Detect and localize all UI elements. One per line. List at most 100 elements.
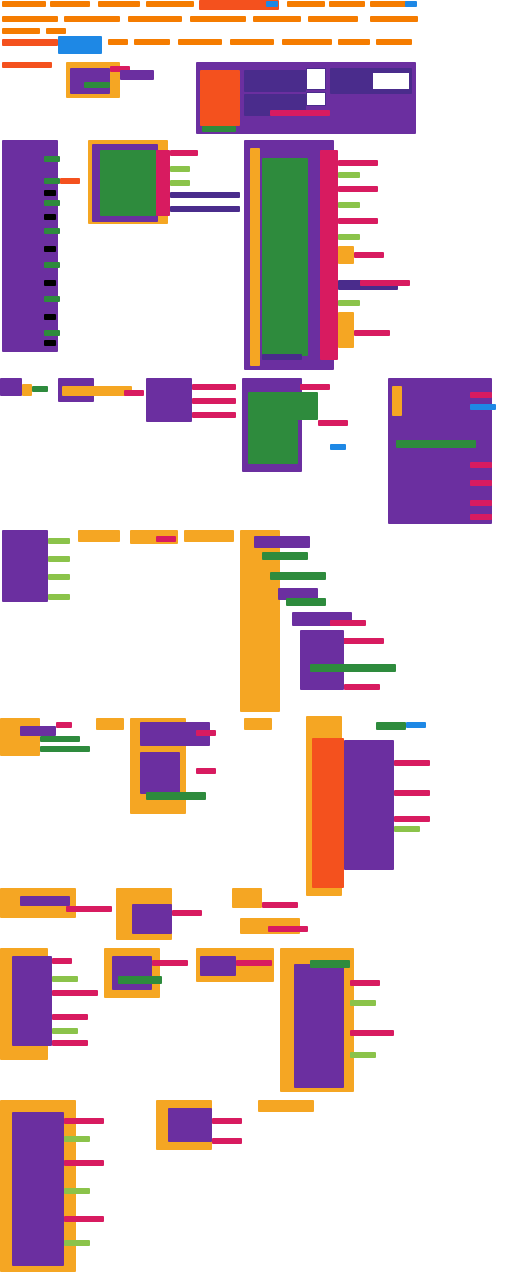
variable-block[interactable] <box>312 738 344 888</box>
logic-block[interactable] <box>146 792 206 800</box>
math-number-block[interactable] <box>266 1 278 7</box>
event-handler-block[interactable] <box>278 588 318 600</box>
variable-block[interactable] <box>338 246 354 264</box>
procedure-block[interactable] <box>240 530 280 712</box>
global-var-block[interactable] <box>329 1 365 7</box>
text-block[interactable] <box>236 960 272 966</box>
global-var-block[interactable] <box>230 39 274 45</box>
text-block[interactable] <box>470 462 492 468</box>
text-block[interactable] <box>60 178 80 184</box>
logic-block[interactable] <box>202 126 236 132</box>
global-var-block[interactable] <box>2 39 58 46</box>
text-block[interactable] <box>372 72 410 90</box>
event-handler-block[interactable] <box>12 956 52 1046</box>
text-block[interactable] <box>394 816 430 822</box>
logic-block[interactable] <box>44 296 60 302</box>
global-var-block[interactable] <box>308 16 358 22</box>
text-block[interactable] <box>52 1014 88 1020</box>
text-block[interactable] <box>470 480 492 486</box>
variable-block[interactable] <box>338 312 354 348</box>
list-block[interactable] <box>52 1028 78 1034</box>
global-var-block[interactable] <box>134 39 170 45</box>
text-block[interactable] <box>394 790 430 796</box>
list-block[interactable] <box>48 574 70 580</box>
global-var-block[interactable] <box>46 28 66 34</box>
text-block[interactable] <box>300 384 330 390</box>
list-block[interactable] <box>394 826 420 832</box>
text-block[interactable] <box>262 902 298 908</box>
global-var-block[interactable] <box>128 16 182 22</box>
procedure-block[interactable] <box>62 386 132 396</box>
math-number-block[interactable] <box>470 404 496 410</box>
procedure-block[interactable] <box>232 888 262 908</box>
list-block[interactable] <box>48 556 70 562</box>
text-block[interactable] <box>270 110 330 116</box>
global-var-block[interactable] <box>178 39 222 45</box>
procedure-block[interactable] <box>250 148 260 366</box>
text-block[interactable] <box>350 980 380 986</box>
logic-block[interactable] <box>248 420 298 464</box>
event-handler-block[interactable] <box>200 956 236 976</box>
procedure-block[interactable] <box>96 718 124 730</box>
list-block[interactable] <box>338 202 360 208</box>
global-var-block[interactable] <box>2 16 58 22</box>
logic-block[interactable] <box>44 330 60 336</box>
text-block[interactable] <box>338 218 378 224</box>
event-handler-block[interactable] <box>300 630 344 690</box>
global-var-block[interactable] <box>2 28 40 34</box>
math-number-block[interactable] <box>44 246 56 252</box>
text-block[interactable] <box>212 1118 242 1124</box>
math-number-block[interactable] <box>44 190 56 196</box>
event-handler-block[interactable] <box>0 378 22 396</box>
list-block[interactable] <box>48 594 70 600</box>
text-block[interactable] <box>350 1030 394 1036</box>
component-block[interactable] <box>262 354 302 360</box>
text-block[interactable] <box>124 390 144 396</box>
math-number-block[interactable] <box>44 314 56 320</box>
event-handler-block[interactable] <box>168 1108 212 1142</box>
procedure-block[interactable] <box>184 530 234 542</box>
global-var-block[interactable] <box>146 1 194 7</box>
list-block[interactable] <box>170 166 190 172</box>
math-number-block[interactable] <box>58 36 102 54</box>
text-block[interactable] <box>360 280 410 286</box>
logic-block[interactable] <box>248 392 318 420</box>
math-number-block[interactable] <box>44 280 56 286</box>
list-block[interactable] <box>338 172 360 178</box>
logic-block[interactable] <box>84 82 110 88</box>
global-var-block[interactable] <box>376 39 412 45</box>
logic-block[interactable] <box>44 262 60 268</box>
logic-block[interactable] <box>286 598 326 606</box>
list-block[interactable] <box>52 976 78 982</box>
math-number-block[interactable] <box>44 214 56 220</box>
text-block[interactable] <box>52 1040 88 1046</box>
variable-block[interactable] <box>200 70 240 126</box>
global-var-block[interactable] <box>190 16 246 22</box>
event-handler-block[interactable] <box>254 536 310 548</box>
logic-block[interactable] <box>100 150 156 216</box>
logic-block[interactable] <box>44 156 60 162</box>
text-block[interactable] <box>212 1138 242 1144</box>
event-handler-block[interactable] <box>112 956 152 990</box>
event-handler-block[interactable] <box>20 726 56 736</box>
math-number-block[interactable] <box>330 444 346 450</box>
text-block[interactable] <box>192 398 236 404</box>
global-var-block[interactable] <box>98 1 140 7</box>
event-handler-block[interactable] <box>140 752 180 794</box>
logic-block[interactable] <box>118 976 162 984</box>
text-block[interactable] <box>66 906 112 912</box>
math-number-block[interactable] <box>406 722 426 728</box>
global-var-block[interactable] <box>282 39 332 45</box>
event-handler-block[interactable] <box>20 896 70 906</box>
text-block[interactable] <box>344 684 380 690</box>
text-block[interactable] <box>192 412 236 418</box>
procedure-block[interactable] <box>258 1100 314 1112</box>
procedure-block[interactable] <box>0 718 40 756</box>
logic-block[interactable] <box>262 552 308 560</box>
procedure-block[interactable] <box>392 386 402 416</box>
list-block[interactable] <box>338 300 360 306</box>
text-block[interactable] <box>64 1160 104 1166</box>
global-var-block[interactable] <box>108 39 128 45</box>
logic-block[interactable] <box>40 736 80 742</box>
